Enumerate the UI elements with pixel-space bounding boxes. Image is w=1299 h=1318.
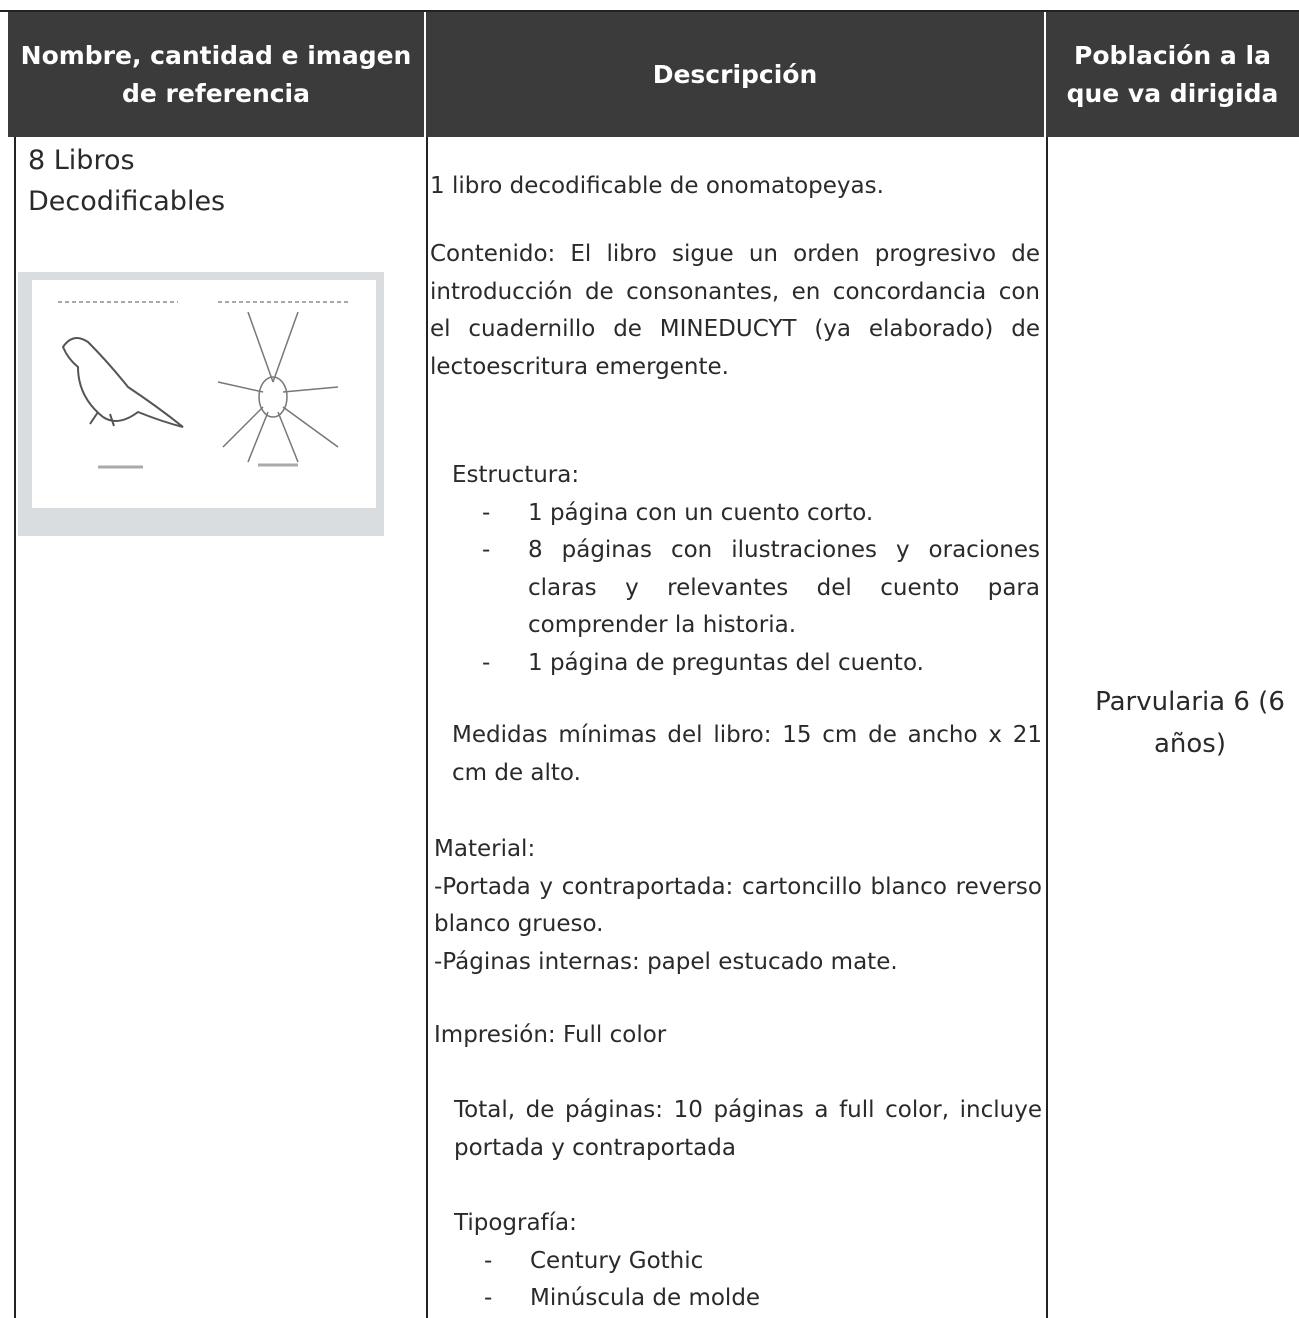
material: Material: -Portada y contraportada: cart…: [434, 831, 1042, 981]
header-text: Descripción: [652, 59, 818, 89]
intro: 1 libro decodificable de onomatopeyas.: [430, 173, 884, 199]
header-text: Población a la que va dirigida: [1066, 40, 1279, 108]
contenido: Contenido: El libro sigue un orden progr…: [430, 241, 1040, 380]
list-item: 1 página con un cuento corto.: [452, 495, 1040, 533]
impresion: Impresión: Full color: [434, 1022, 667, 1048]
header-text: Nombre, cantidad e imagen de referencia: [20, 40, 412, 108]
list-item: 8 páginas con ilustraciones y oraciones …: [452, 532, 1040, 645]
list: Century Gothic Minúscula de molde: [454, 1243, 1042, 1318]
top-rule: [0, 10, 1299, 12]
medidas: Medidas mínimas del libro: 15 cm de anch…: [452, 722, 1042, 786]
list: 1 página con un cuento corto. 8 páginas …: [452, 495, 1040, 683]
section-title: Estructura:: [452, 462, 580, 488]
reference-image: [18, 272, 384, 536]
cell-border: [14, 137, 16, 1318]
total: Total, de páginas: 10 páginas a full col…: [454, 1097, 1042, 1161]
cell-border: [1046, 137, 1048, 1318]
population: Parvularia 6 (6 años): [1095, 687, 1285, 759]
cell-border: [426, 137, 428, 1318]
header-cell: Descripción: [426, 12, 1044, 137]
material-line: -Páginas internas: papel estucado mate.: [434, 948, 898, 975]
section-title: Tipografía:: [454, 1210, 577, 1236]
list-item: 1 página de preguntas del cuento.: [452, 645, 1040, 683]
header-cell: Nombre, cantidad e imagen de referencia: [8, 12, 424, 137]
tipografia: Tipografía: Century Gothic Minúscula de …: [454, 1205, 1042, 1318]
list-item: Century Gothic: [454, 1243, 1042, 1281]
material-line: -Portada y contraportada: cartoncillo bl…: [434, 873, 1042, 938]
header-cell: Población a la que va dirigida: [1046, 12, 1299, 137]
item-name: 8 Libros Decodificables: [28, 145, 226, 217]
list-item: Minúscula de molde: [454, 1280, 1042, 1318]
estructura: Estructura: 1 página con un cuento corto…: [452, 457, 1040, 682]
section-title: Material:: [434, 836, 536, 862]
